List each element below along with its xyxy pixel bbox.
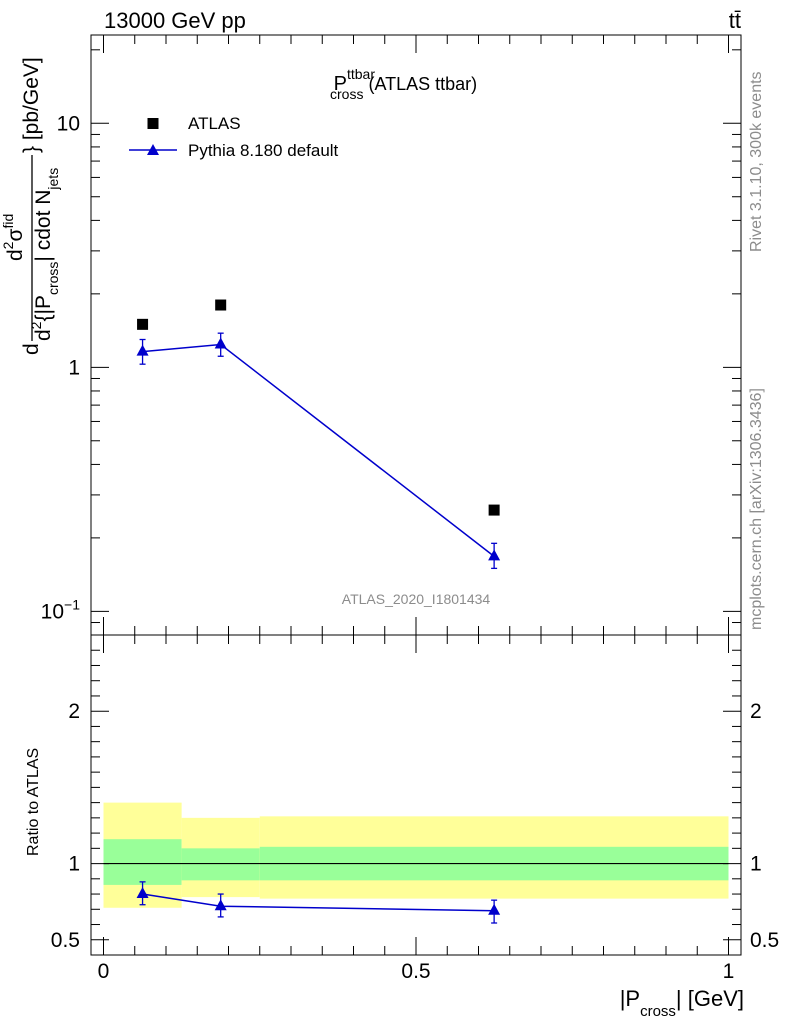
atlas-data-point	[488, 504, 500, 516]
process-label: tt̄	[729, 8, 741, 33]
x-tick-label: 1	[723, 960, 735, 983]
ratio-ticks	[91, 635, 741, 955]
x-tick-label: 0.5	[401, 960, 430, 983]
y-tick-label: 1	[68, 356, 80, 379]
main-y-axis-label: d d2σfid d2{|Pcross| cdot Njets } [pb/Ge…	[0, 57, 61, 355]
series-line	[142, 343, 495, 557]
title-rest: (ATLAS ttbar)	[363, 74, 477, 94]
pythia-data-point	[488, 549, 501, 561]
ratio-panel: 0.5 0.5 1 1 2 2 0 0.5 1 Ratio to ATLAS |Pcross| …	[25, 634, 779, 1020]
title-sup: ttbar	[347, 66, 375, 82]
ratio-bands	[103, 802, 729, 908]
ratio-y-tick-label-right: 0.5	[750, 929, 779, 952]
ratio-data-point	[214, 899, 227, 911]
main-panel: 10−1 1 10 Pttbar cross (ATLAS ttbar) ATLAS …	[0, 34, 742, 636]
ylabel-d: d	[20, 343, 43, 355]
y-tick-label: 10	[57, 112, 80, 135]
main-data	[136, 299, 501, 570]
ratio-y-tick-label: 1	[68, 853, 80, 876]
pythia-data-point	[136, 344, 149, 356]
x-tick-label: 0	[98, 960, 110, 983]
pythia-data-point	[214, 337, 227, 349]
ratio-y-tick-label-right: 2	[750, 700, 762, 723]
ratio-y-tick-label: 2	[68, 700, 80, 723]
main-y-tick-labels: 10−1 1 10	[41, 112, 81, 623]
title-base: P	[334, 73, 347, 95]
y-tick-label: 10−1	[41, 596, 81, 623]
ylabel-suffix: } [pb/GeV]	[20, 57, 43, 153]
ratio-frame	[90, 634, 742, 956]
legend-atlas-label: ATLAS	[188, 114, 241, 133]
legend-atlas-marker	[147, 118, 159, 129]
ratio-tick-labels: 0.5 0.5 1 1 2 2 0 0.5 1	[51, 700, 779, 983]
source-label: mcplots.cern.ch [arXiv:1306.3436]	[748, 388, 765, 630]
ylabel-denominator: d2{|Pcross| cdot Njets	[28, 168, 61, 341]
atlas-data-point	[215, 299, 227, 311]
legend-pythia-marker	[147, 144, 159, 155]
legend: ATLAS Pythia 8.180 default	[129, 114, 339, 160]
legend-pythia-label: Pythia 8.180 default	[188, 141, 339, 160]
ratio-data-point	[488, 903, 501, 915]
title-sub: cross	[330, 86, 363, 102]
ratio-y-tick-label-right: 1	[750, 853, 762, 876]
rivet-version-label: Rivet 3.1.10, 300k events	[748, 71, 765, 252]
ratio-data	[136, 881, 501, 924]
ratio-data-point	[136, 887, 149, 899]
uncertainty-band-green	[181, 848, 260, 881]
ylabel-numerator: d2σfid	[0, 214, 27, 261]
atlas-data-point	[137, 318, 149, 330]
x-axis-label: |Pcross| [GeV]	[620, 986, 744, 1020]
main-ticks	[91, 35, 741, 636]
energy-label: 13000 GeV pp	[104, 8, 246, 33]
analysis-watermark: ATLAS_2020_I1801434	[342, 591, 491, 607]
uncertainty-band-green	[103, 839, 182, 885]
main-title: Pttbar cross (ATLAS ttbar)	[330, 66, 477, 102]
ratio-y-tick-label: 0.5	[51, 929, 80, 952]
ratio-y-axis-label: Ratio to ATLAS	[25, 748, 42, 856]
